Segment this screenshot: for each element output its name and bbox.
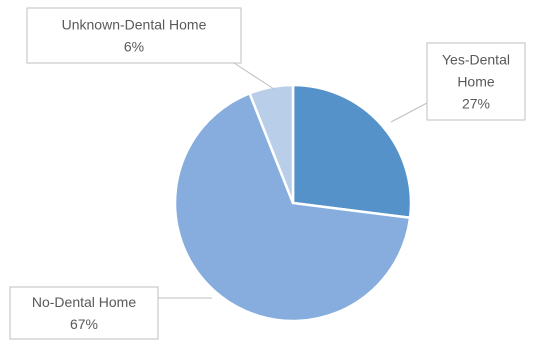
callout-box bbox=[9, 286, 159, 340]
leader-line bbox=[390, 102, 428, 123]
data-label-category: Home bbox=[457, 73, 495, 89]
data-label-category: Unknown-Dental Home bbox=[62, 16, 207, 32]
pie-slice-yes-dental-home bbox=[291, 83, 413, 220]
data-label-category: No-Dental Home bbox=[32, 294, 136, 310]
data-label-unknown-dental-home: Unknown-Dental Home 6% bbox=[26, 7, 275, 90]
pie-slices bbox=[173, 83, 413, 323]
data-label-category: Yes-Dental bbox=[442, 51, 510, 67]
data-label-yes-dental-home: Yes-Dental Home 27% bbox=[390, 42, 526, 123]
pie-slice-no-dental-home bbox=[173, 92, 412, 323]
data-label-percent: 67% bbox=[70, 316, 98, 332]
callout-box bbox=[26, 7, 242, 64]
data-label-percent: 27% bbox=[462, 95, 490, 111]
callout-box bbox=[426, 42, 526, 121]
data-label-no-dental-home: No-Dental Home 67% bbox=[9, 286, 212, 340]
leader-line bbox=[233, 62, 275, 90]
data-label-percent: 6% bbox=[124, 38, 144, 54]
